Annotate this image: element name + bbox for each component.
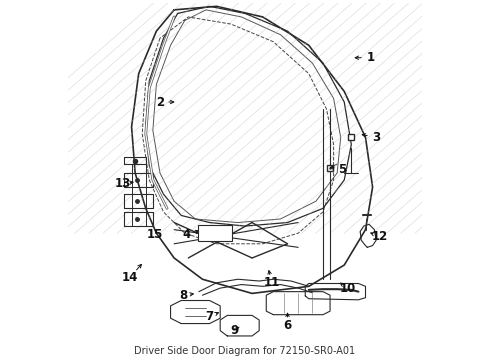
Text: 13: 13 (115, 177, 131, 190)
Text: 4: 4 (182, 229, 191, 242)
Text: 11: 11 (264, 276, 280, 289)
FancyBboxPatch shape (198, 225, 232, 241)
Text: 5: 5 (339, 163, 346, 176)
Text: 9: 9 (230, 324, 239, 337)
Text: Driver Side Door Diagram for 72150-SR0-A01: Driver Side Door Diagram for 72150-SR0-A… (134, 346, 356, 356)
Text: 12: 12 (371, 230, 388, 243)
Text: 14: 14 (122, 271, 138, 284)
Text: 3: 3 (372, 131, 380, 144)
Text: 10: 10 (340, 282, 356, 294)
Text: 7: 7 (205, 310, 214, 323)
Text: 1: 1 (367, 51, 375, 64)
Text: 15: 15 (147, 229, 163, 242)
Text: 6: 6 (283, 319, 292, 332)
Text: 2: 2 (156, 95, 164, 108)
Text: 8: 8 (179, 289, 187, 302)
